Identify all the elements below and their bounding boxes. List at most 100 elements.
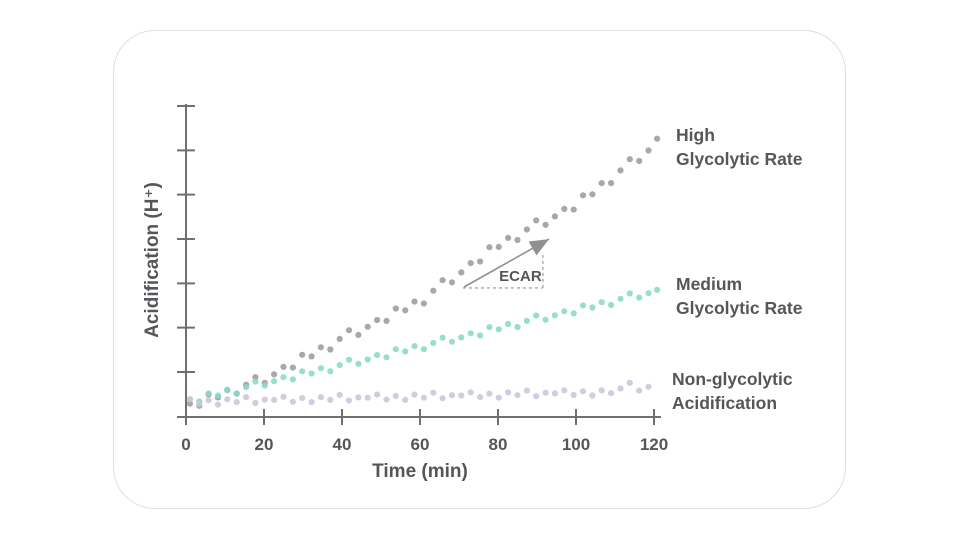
data-point bbox=[626, 290, 633, 297]
chart-card bbox=[113, 30, 846, 509]
data-point bbox=[252, 399, 259, 407]
data-point bbox=[636, 387, 643, 394]
data-point bbox=[411, 298, 418, 305]
data-point bbox=[374, 352, 381, 359]
data-point bbox=[645, 147, 652, 154]
data-point bbox=[467, 389, 474, 396]
data-point bbox=[364, 323, 371, 330]
data-point bbox=[589, 304, 596, 311]
x-tick-label: 80 bbox=[489, 435, 508, 454]
data-point bbox=[383, 396, 390, 403]
x-tick-label: 40 bbox=[333, 435, 352, 454]
data-point bbox=[579, 192, 587, 199]
data-point bbox=[448, 338, 456, 345]
data-point bbox=[542, 316, 549, 323]
data-point bbox=[364, 356, 371, 363]
data-point bbox=[383, 354, 390, 361]
data-point bbox=[196, 400, 203, 407]
data-point bbox=[336, 391, 343, 398]
y-axis bbox=[177, 104, 195, 417]
data-point bbox=[542, 221, 549, 228]
ecar-annotation: ECAR bbox=[462, 238, 550, 289]
data-point bbox=[280, 393, 287, 400]
data-point bbox=[570, 310, 577, 317]
series-label: Medium bbox=[676, 274, 742, 294]
data-point bbox=[402, 396, 409, 403]
series-non-dots bbox=[186, 379, 652, 408]
data-point bbox=[233, 399, 240, 406]
ecar-shapes bbox=[462, 238, 550, 289]
data-point bbox=[374, 316, 381, 324]
data-point bbox=[308, 399, 315, 406]
data-point bbox=[317, 365, 324, 372]
data-point bbox=[186, 400, 193, 407]
data-point bbox=[186, 396, 193, 403]
y-axis-title: Acidification (H⁺) bbox=[142, 182, 163, 338]
data-point bbox=[514, 392, 521, 399]
x-tick-label: 60 bbox=[411, 435, 430, 454]
data-point bbox=[317, 344, 324, 351]
data-point bbox=[308, 370, 315, 377]
series-label: Non-glycolytic bbox=[672, 369, 793, 389]
data-point bbox=[411, 343, 418, 350]
x-tick-label: 0 bbox=[181, 435, 190, 454]
data-point bbox=[448, 392, 456, 399]
data-point bbox=[327, 396, 334, 403]
data-point bbox=[402, 307, 409, 314]
data-point bbox=[299, 351, 306, 358]
data-point bbox=[392, 392, 399, 399]
data-point bbox=[505, 234, 512, 241]
data-point bbox=[608, 301, 615, 309]
series-labels: High Glycolytic Rate Medium Glycolytic Rate… bbox=[672, 125, 803, 413]
data-point bbox=[261, 382, 268, 389]
data-point bbox=[280, 374, 287, 381]
data-point bbox=[598, 180, 605, 187]
data-point bbox=[252, 378, 259, 385]
data-point bbox=[626, 156, 633, 163]
data-point bbox=[636, 157, 643, 165]
data-point bbox=[261, 396, 268, 403]
data-point bbox=[486, 390, 493, 397]
data-point bbox=[579, 388, 587, 395]
ecar-arrowhead bbox=[528, 239, 550, 256]
data-point bbox=[617, 295, 624, 302]
data-point bbox=[224, 396, 231, 403]
data-point bbox=[589, 392, 596, 399]
data-point bbox=[645, 383, 652, 390]
data-point bbox=[336, 362, 343, 369]
data-point bbox=[271, 371, 278, 378]
data-point bbox=[579, 302, 587, 309]
x-axis bbox=[177, 409, 661, 425]
data-point bbox=[495, 243, 502, 250]
data-point bbox=[355, 394, 362, 401]
series-label: Acidification bbox=[672, 393, 777, 413]
data-point bbox=[533, 393, 540, 400]
x-tick-labels: 0 20 40 60 80 100 120 bbox=[181, 435, 668, 454]
data-point bbox=[420, 394, 427, 401]
data-point bbox=[523, 317, 531, 324]
data-point bbox=[551, 213, 559, 220]
data-point bbox=[345, 327, 353, 334]
data-point bbox=[392, 305, 399, 312]
data-point bbox=[308, 353, 315, 360]
data-point bbox=[289, 364, 296, 371]
data-point bbox=[355, 360, 362, 367]
data-point bbox=[439, 334, 446, 341]
data-point bbox=[523, 226, 531, 233]
data-point bbox=[495, 326, 502, 333]
data-point bbox=[420, 300, 427, 307]
x-axis-title: Time (min) bbox=[372, 461, 468, 482]
data-point bbox=[495, 394, 502, 401]
data-point bbox=[570, 391, 577, 398]
data-point bbox=[561, 308, 568, 315]
data-point bbox=[467, 260, 474, 267]
data-point bbox=[317, 394, 324, 401]
data-point bbox=[280, 363, 287, 370]
data-point bbox=[617, 167, 624, 174]
data-point bbox=[486, 324, 493, 331]
data-point bbox=[523, 387, 531, 394]
data-point bbox=[617, 385, 624, 392]
data-point bbox=[477, 394, 484, 401]
data-point bbox=[505, 389, 512, 396]
